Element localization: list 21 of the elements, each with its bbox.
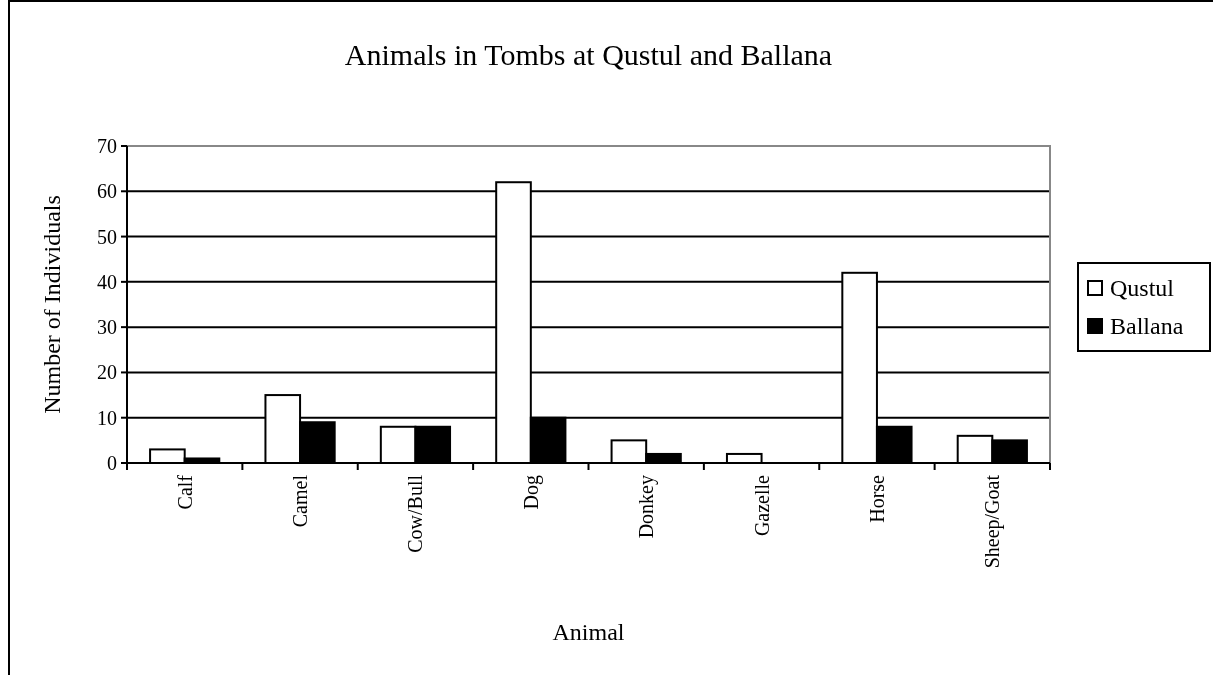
y-tick-label: 60: [97, 180, 117, 203]
y-tick-label: 30: [97, 316, 117, 339]
x-tick-label: Horse: [865, 474, 888, 523]
x-tick-label: Camel: [289, 474, 312, 528]
y-tick-label: 0: [107, 452, 117, 474]
x-tick-label: Sheep/Goat: [981, 474, 1005, 569]
y-axis-title: Number of Individuals: [39, 195, 65, 414]
y-tick-label: 40: [97, 270, 117, 293]
chart-title: Animals in Tombs at Qustul and Ballana: [344, 38, 833, 71]
x-tick-label: Calf: [173, 474, 196, 510]
y-tick-label: 20: [97, 361, 117, 384]
legend-label: Ballana: [1110, 313, 1184, 340]
y-tick-label: 10: [97, 406, 117, 429]
y-tick-label: 50: [97, 225, 117, 248]
x-tick-label: Donkey: [635, 475, 659, 539]
x-tick-label: Dog: [519, 475, 543, 510]
y-tick-label: 70: [97, 135, 117, 157]
x-tick-label: Cow/Bull: [404, 474, 427, 553]
x-axis-title: Animal: [552, 619, 625, 645]
legend-label: Qustul: [1110, 275, 1175, 302]
x-tick-label: Gazelle: [750, 474, 773, 537]
